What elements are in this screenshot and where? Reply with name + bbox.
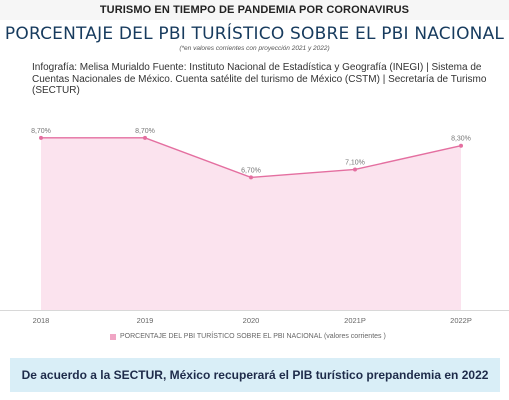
legend-swatch <box>110 333 116 340</box>
data-point <box>249 175 253 180</box>
x-tick-label: 2022P <box>450 316 472 325</box>
data-label: 8,70% <box>135 128 155 135</box>
x-tick-label: 2019 <box>137 316 154 325</box>
legend-label: PORCENTAJE DEL PBI TURÍSTICO SOBRE EL PB… <box>120 333 386 340</box>
data-point <box>143 135 147 140</box>
data-label: 8,70% <box>31 128 51 135</box>
data-point <box>39 135 43 140</box>
data-point <box>459 143 463 148</box>
x-tick-label: 2021P <box>344 316 366 325</box>
data-label: 8,30% <box>451 136 471 143</box>
credit-text: Infografía: Melisa Murialdo Fuente: Inst… <box>32 62 487 96</box>
chart-note: (*en valores corrientes con proyección 2… <box>179 45 330 52</box>
area-fill <box>41 137 461 310</box>
x-tick-label: 2018 <box>33 316 50 325</box>
data-label: 7,10% <box>345 159 365 166</box>
top-banner: TURISMO EN TIEMPO DE PANDEMIA POR CORONA… <box>0 0 509 20</box>
data-label: 6,70% <box>241 167 261 174</box>
legend[interactable]: PORCENTAJE DEL PBI TURÍSTICO SOBRE EL PB… <box>110 333 386 340</box>
chart-title: PORCENTAJE DEL PBI TURÍSTICO SOBRE EL PB… <box>4 24 505 44</box>
summary-banner: De acuerdo a la SECTUR, México recuperar… <box>10 358 500 392</box>
area-chart: 8,70% 8,70% 6,70% 7,10% 8,30% 2018 2019 2020 202… <box>0 128 509 325</box>
x-tick-label: 2020 <box>243 316 260 325</box>
data-point <box>353 167 357 172</box>
